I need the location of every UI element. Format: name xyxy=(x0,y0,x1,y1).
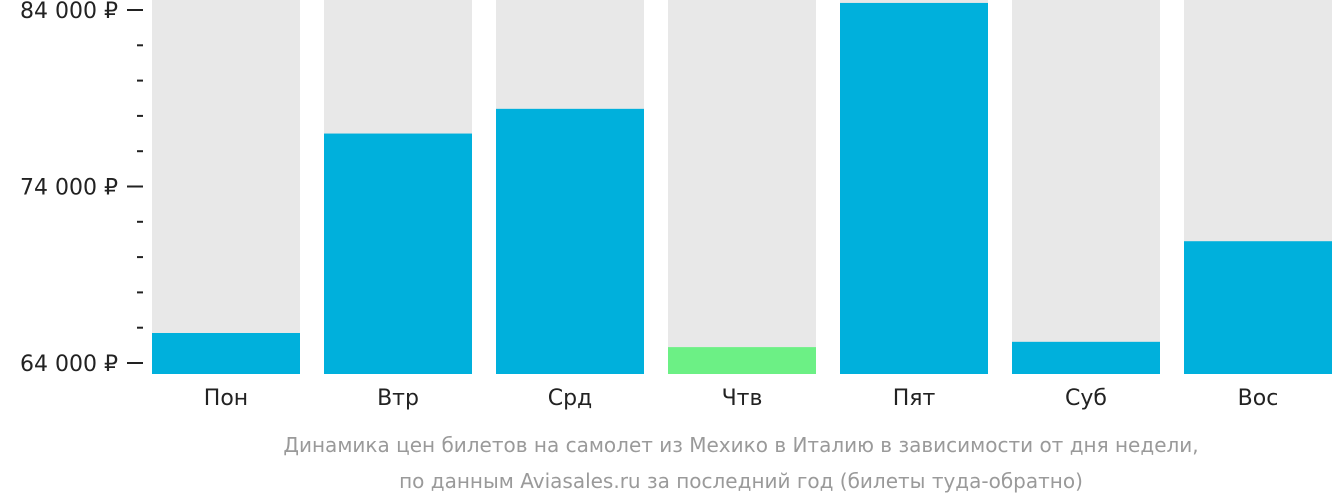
bar-background xyxy=(152,0,300,374)
x-tick-label: Втр xyxy=(377,386,419,411)
bar[interactable] xyxy=(496,108,644,374)
bar[interactable] xyxy=(324,133,472,374)
bar[interactable] xyxy=(1184,241,1332,374)
x-tick-label: Пят xyxy=(893,386,936,411)
y-axis: 64 000 ₽ 74 000 ₽ 84 000 ₽ xyxy=(20,0,143,377)
bar[interactable] xyxy=(152,332,300,374)
x-tick-label: Срд xyxy=(548,386,593,411)
bar-background xyxy=(668,0,816,374)
y-tick-label: 84 000 ₽ xyxy=(20,0,118,24)
y-tick-label: 74 000 ₽ xyxy=(20,176,118,201)
x-tick-label: Чтв xyxy=(722,386,763,411)
bar[interactable] xyxy=(840,2,988,374)
bar-layer xyxy=(152,2,1332,374)
x-axis-labels: Пон Втр Срд Чтв Пят Суб Вос xyxy=(204,386,1279,411)
x-tick-label: Пон xyxy=(204,386,248,411)
bar-background xyxy=(1012,0,1160,374)
chart-caption-line-2: по данным Aviasales.ru за последний год … xyxy=(399,469,1083,493)
x-tick-label: Суб xyxy=(1065,386,1107,411)
y-tick-label: 64 000 ₽ xyxy=(20,352,118,377)
x-tick-label: Вос xyxy=(1238,386,1279,411)
bar[interactable] xyxy=(668,347,816,374)
bar[interactable] xyxy=(1012,341,1160,374)
chart-caption-line-1: Динамика цен билетов на самолет из Мехик… xyxy=(283,433,1198,457)
